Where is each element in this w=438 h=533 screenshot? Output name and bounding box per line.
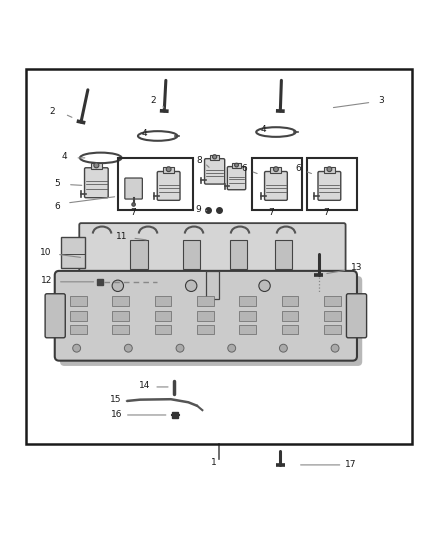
Circle shape xyxy=(124,344,132,352)
Bar xyxy=(155,325,171,334)
Bar xyxy=(210,155,219,160)
Bar xyxy=(113,296,129,306)
Text: 5: 5 xyxy=(54,179,60,188)
Bar xyxy=(230,240,247,269)
FancyBboxPatch shape xyxy=(205,159,225,184)
FancyBboxPatch shape xyxy=(85,168,108,198)
Bar xyxy=(70,296,87,306)
Bar xyxy=(282,296,298,306)
FancyBboxPatch shape xyxy=(346,294,367,338)
FancyBboxPatch shape xyxy=(318,172,341,200)
Bar xyxy=(324,311,341,321)
Bar xyxy=(282,311,298,321)
Circle shape xyxy=(212,155,217,159)
Bar xyxy=(113,311,129,321)
Circle shape xyxy=(327,167,332,172)
Text: 2: 2 xyxy=(50,107,55,116)
Bar xyxy=(155,296,171,306)
Bar xyxy=(197,325,214,334)
Bar xyxy=(270,167,282,173)
Text: 4: 4 xyxy=(62,152,67,161)
Bar xyxy=(282,325,298,334)
Bar xyxy=(232,163,241,168)
Text: 8: 8 xyxy=(196,156,202,165)
Text: 13: 13 xyxy=(351,263,363,272)
Text: 2: 2 xyxy=(151,96,156,106)
Circle shape xyxy=(259,280,270,292)
Text: 3: 3 xyxy=(378,95,384,104)
Circle shape xyxy=(273,167,279,172)
Bar xyxy=(130,240,148,269)
Circle shape xyxy=(331,344,339,352)
Bar xyxy=(240,325,256,334)
Circle shape xyxy=(166,167,171,172)
Text: 10: 10 xyxy=(40,248,52,257)
Bar xyxy=(240,311,256,321)
FancyBboxPatch shape xyxy=(79,223,346,275)
FancyBboxPatch shape xyxy=(45,294,65,338)
Text: 6: 6 xyxy=(296,164,302,173)
Bar xyxy=(307,158,357,211)
Bar xyxy=(197,311,214,321)
Circle shape xyxy=(176,344,184,352)
FancyBboxPatch shape xyxy=(125,178,142,199)
Circle shape xyxy=(235,163,238,167)
Bar xyxy=(324,325,341,334)
Bar xyxy=(118,158,193,211)
Bar xyxy=(240,296,256,306)
Text: 7: 7 xyxy=(268,208,275,217)
Bar xyxy=(183,240,200,269)
Bar xyxy=(155,311,171,321)
Text: 7: 7 xyxy=(131,208,137,217)
Text: 6: 6 xyxy=(241,164,247,173)
Text: 11: 11 xyxy=(116,232,127,241)
FancyBboxPatch shape xyxy=(55,271,357,361)
Bar xyxy=(113,325,129,334)
Bar xyxy=(91,163,102,169)
Circle shape xyxy=(279,344,287,352)
Circle shape xyxy=(132,203,135,206)
Bar xyxy=(61,237,85,268)
Circle shape xyxy=(94,163,99,168)
Bar xyxy=(206,271,219,300)
Bar xyxy=(70,325,87,334)
FancyBboxPatch shape xyxy=(60,276,362,366)
Text: 4: 4 xyxy=(142,130,147,138)
Circle shape xyxy=(73,344,81,352)
Text: 15: 15 xyxy=(110,395,122,404)
Text: 7: 7 xyxy=(323,208,329,217)
Bar xyxy=(26,69,412,444)
Text: 9: 9 xyxy=(195,205,201,214)
Bar xyxy=(324,167,335,173)
FancyBboxPatch shape xyxy=(265,172,287,200)
Bar xyxy=(252,158,302,211)
Bar xyxy=(163,167,174,173)
Circle shape xyxy=(112,280,124,292)
Text: 17: 17 xyxy=(345,459,356,469)
Bar xyxy=(275,240,292,269)
Bar xyxy=(70,311,87,321)
Text: 14: 14 xyxy=(139,381,150,390)
Circle shape xyxy=(228,344,236,352)
Text: 16: 16 xyxy=(111,409,123,418)
Bar xyxy=(324,296,341,306)
FancyBboxPatch shape xyxy=(227,167,246,190)
Circle shape xyxy=(186,280,197,292)
Text: 4: 4 xyxy=(261,125,266,134)
Text: 1: 1 xyxy=(211,458,217,467)
Text: 12: 12 xyxy=(41,277,53,286)
Text: 6: 6 xyxy=(54,201,60,211)
Bar xyxy=(197,296,214,306)
FancyBboxPatch shape xyxy=(157,172,180,200)
